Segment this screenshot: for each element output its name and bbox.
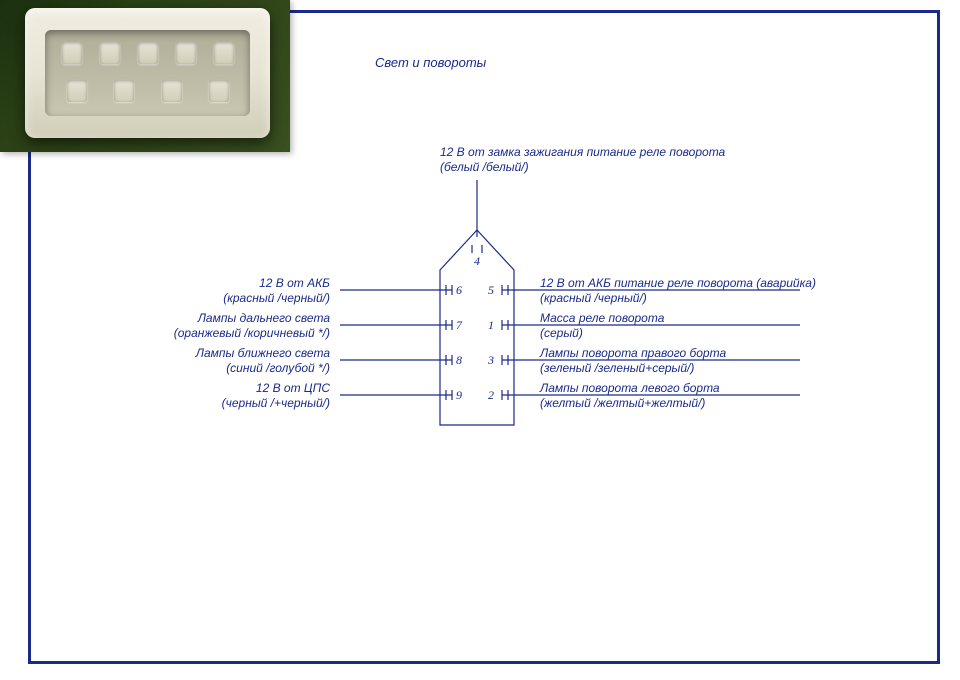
svg-text:6: 6	[456, 283, 462, 297]
wiring-diagram: 4 6 5 7 1 8 3 9 2	[0, 0, 960, 680]
svg-text:1: 1	[488, 318, 494, 332]
page: Свет и повороты 12 В от замка зажигания …	[0, 0, 960, 680]
svg-text:7: 7	[456, 318, 463, 332]
svg-text:4: 4	[474, 254, 480, 268]
svg-text:8: 8	[456, 353, 462, 367]
svg-text:9: 9	[456, 388, 462, 402]
svg-text:3: 3	[487, 353, 494, 367]
svg-text:5: 5	[488, 283, 494, 297]
svg-text:2: 2	[488, 388, 494, 402]
